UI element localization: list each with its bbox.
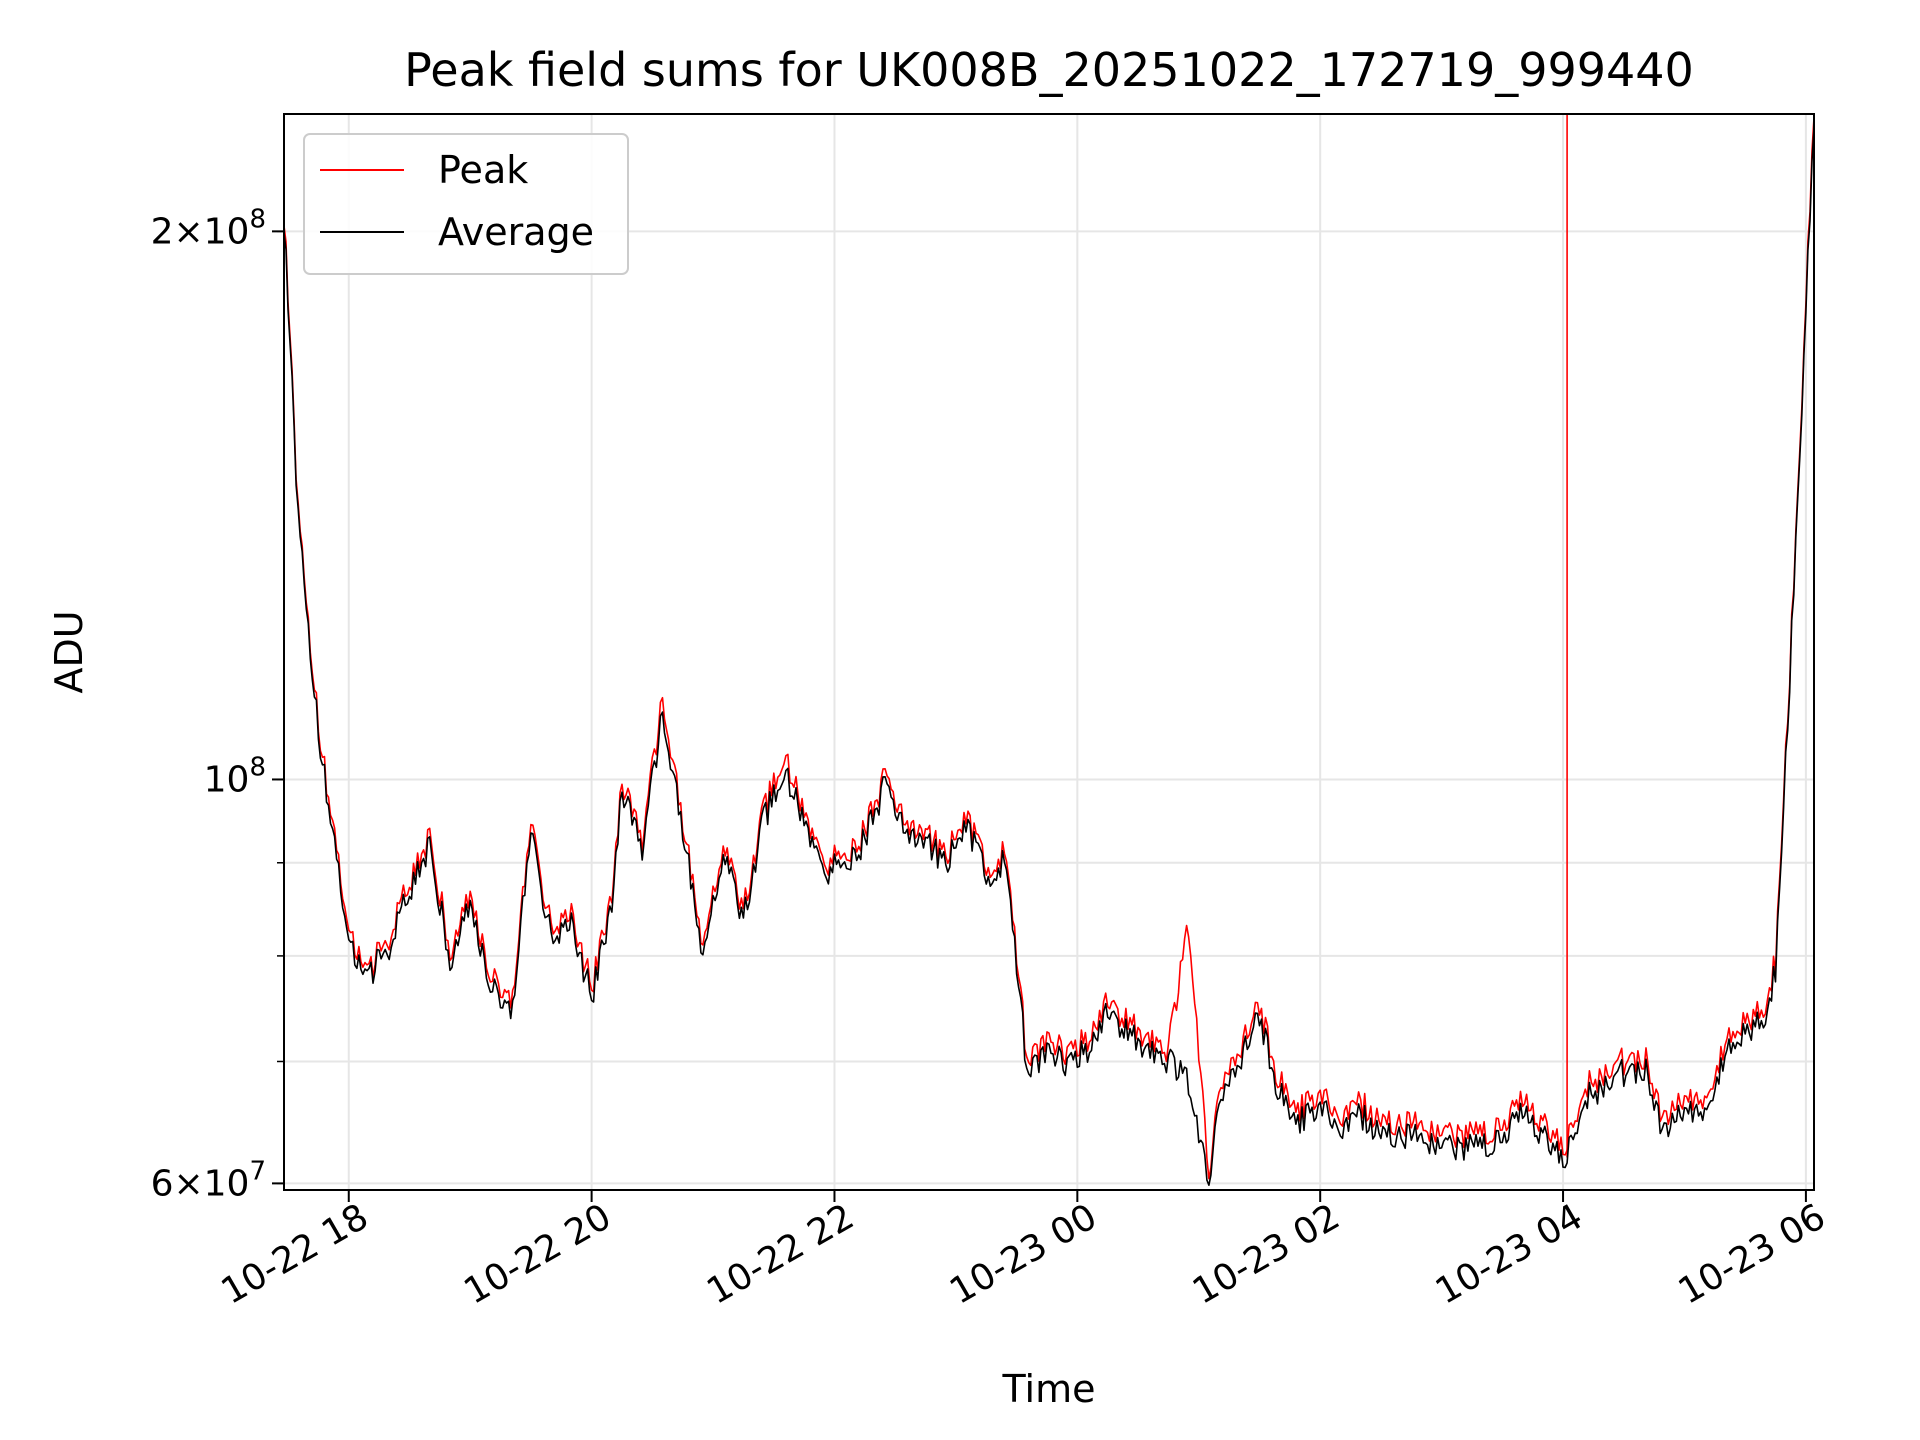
x-axis-label: Time xyxy=(1002,1367,1096,1411)
chart-title: Peak field sums for UK008B_20251022_1727… xyxy=(404,43,1694,97)
plot-frame xyxy=(283,113,1815,1191)
y-axis-label: ADU xyxy=(47,610,91,693)
grid xyxy=(284,114,1814,1190)
y-tick-label: 6×107 xyxy=(151,1156,266,1204)
y-tick-label: 2×108 xyxy=(151,204,266,252)
series-line-peak xyxy=(284,117,1814,1180)
series-layer xyxy=(284,114,1814,1186)
y-tick-label: 108 xyxy=(204,752,266,800)
y-axis-ticks: 6×107 108 2×108 xyxy=(151,204,284,1204)
series-line-average xyxy=(284,127,1814,1186)
legend-label-peak: Peak xyxy=(438,148,528,192)
legend: Peak Average xyxy=(303,133,629,275)
legend-label-average: Average xyxy=(438,210,594,254)
